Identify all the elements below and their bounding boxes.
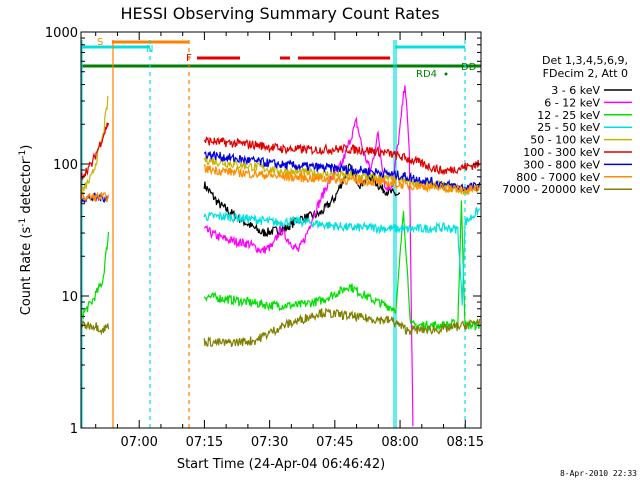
legend-label-5: 100 - 300 keV [523, 146, 600, 159]
legend-header-2: FDecim 2, Att 0 [543, 67, 628, 80]
chart-title: HESSI Observing Summary Count Rates [120, 4, 439, 23]
flag-marker-rd4 [444, 72, 448, 76]
series-line-8-seg-1 [203, 307, 481, 348]
flag-label-dd: DD [461, 62, 477, 73]
plot-frame [80, 31, 482, 429]
legend-label-6: 300 - 800 keV [523, 158, 600, 171]
y-tick-label-1: 10 [61, 290, 78, 305]
y-tick-label-0: 1 [70, 422, 78, 437]
y-tick-label-3: 1000 [45, 26, 78, 41]
legend-label-8: 7000 - 20000 keV [502, 183, 600, 196]
legend-header-1: Det 1,3,4,5,6,9, [542, 54, 628, 67]
y-axis-label-end: ) [19, 145, 34, 150]
flag-label-s: S [97, 37, 103, 48]
legend-label-1: 6 - 12 keV [544, 96, 600, 109]
series-line-7-seg-1 [203, 164, 481, 194]
x-axis-label: Start Time (24-Apr-04 06:46:42) [177, 457, 385, 472]
series-line-2-seg-0 [80, 231, 110, 321]
legend-label-7: 800 - 7000 keV [516, 171, 600, 184]
x-tick-label-1: 07:15 [186, 435, 223, 450]
y-axis-label-mid: detector [19, 158, 34, 218]
series-line-4-seg-0 [80, 95, 109, 197]
flag-marker-dd [455, 64, 459, 68]
legend-label-2: 12 - 25 keV [537, 109, 600, 122]
y-axis-label-exp2: -1 [18, 150, 28, 159]
series-line-8-seg-0 [80, 320, 110, 336]
series-line-5-seg-0 [80, 122, 110, 181]
x-tick-label-0: 07:00 [120, 435, 157, 450]
y-axis-label-main: Count Rate (s [19, 227, 34, 316]
x-tick-label-3: 07:45 [316, 435, 353, 450]
legend-label-4: 50 - 100 keV [530, 134, 600, 147]
y-axis-label-exp1: -1 [18, 218, 28, 227]
series-line-1-seg-1 [203, 85, 414, 427]
legend-label-0: 3 - 6 keV [551, 84, 600, 97]
x-tick-label-2: 07:30 [251, 435, 288, 450]
generation-date: 8-Apr-2010 22:33 [560, 469, 637, 478]
x-tick-label-5: 08:15 [447, 435, 484, 450]
series-line-3-seg-1 [203, 206, 481, 306]
y-tick-label-2: 100 [53, 158, 78, 173]
flag-label-rd4: RD4 [416, 69, 437, 80]
y-axis-label: Count Rate (s-1 detector-1) [18, 145, 34, 316]
series-line-5-seg-1 [203, 135, 481, 175]
x-tick-label-4: 08:00 [381, 435, 418, 450]
series-line-7-seg-0 [80, 190, 110, 203]
legend: Det 1,3,4,5,6,9, FDecim 2, Att 0 3 - 6 k… [502, 54, 632, 196]
plot-area: SNFRD4DD [80, 37, 481, 428]
legend-label-3: 25 - 50 keV [537, 121, 600, 134]
